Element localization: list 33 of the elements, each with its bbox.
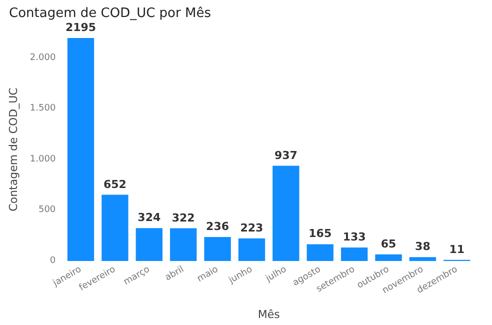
data-label: 133 — [342, 230, 366, 244]
bar — [340, 247, 368, 261]
data-label: 11 — [449, 242, 465, 256]
bar — [306, 244, 334, 261]
data-label: 223 — [240, 221, 264, 234]
x-tick-label: abril — [164, 264, 186, 284]
chart-title: Contagem de COD_UC por Mês — [9, 6, 212, 21]
data-label: 324 — [138, 211, 161, 224]
data-label: 937 — [274, 148, 298, 162]
bar — [409, 257, 436, 261]
x-tick-label: maio — [196, 264, 220, 284]
bar — [238, 238, 266, 261]
data-label: 322 — [172, 211, 195, 224]
y-tick-label: 1.000 — [30, 154, 56, 164]
bar — [272, 166, 300, 261]
bar — [204, 237, 231, 261]
bar — [170, 228, 197, 261]
y-tick-label: 1.500 — [30, 104, 56, 114]
y-axis-title: Contagem de COD_UC — [7, 87, 20, 212]
data-label: 236 — [206, 220, 230, 234]
data-label: 2195 — [65, 21, 96, 34]
x-axis-title: Mês — [258, 308, 280, 321]
data-label: 165 — [308, 227, 332, 240]
y-tick-label: 0 — [50, 256, 56, 266]
y-tick-label: 2.000 — [30, 52, 56, 63]
bar — [102, 194, 128, 261]
y-tick-label: 500 — [38, 205, 56, 216]
data-label: 65 — [380, 237, 396, 250]
bar — [136, 228, 162, 261]
data-label: 38 — [415, 240, 430, 254]
bar — [375, 254, 402, 261]
bar — [67, 38, 94, 261]
data-label: 652 — [103, 178, 126, 191]
